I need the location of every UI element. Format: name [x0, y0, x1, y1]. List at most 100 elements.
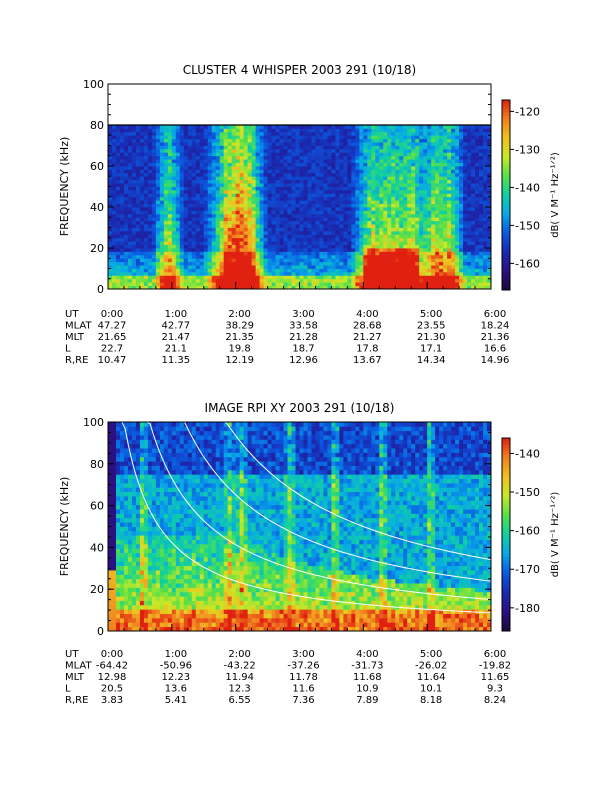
spectrogram-cell [119, 609, 125, 614]
spectrogram-cell [259, 138, 264, 143]
spectrogram-cell [299, 135, 304, 140]
spectrogram-cell [127, 183, 133, 187]
spectrogram-cell [115, 275, 121, 280]
spectrogram-cell [479, 169, 484, 174]
spectrogram-cell [108, 131, 113, 136]
spectrogram-cell [267, 196, 272, 201]
spectrogram-cell [139, 138, 145, 143]
spectrogram-cell [111, 265, 117, 269]
spectrogram-cell [207, 271, 213, 276]
spectrogram-cell [467, 148, 472, 153]
spectrogram-cell [131, 278, 137, 283]
spectrogram-cell [351, 128, 356, 133]
spectrogram-cell [419, 244, 424, 249]
spectrogram-cell [291, 254, 296, 259]
spectrogram-cell [187, 230, 193, 235]
spectrogram-cell [407, 224, 412, 228]
spectrogram-cell [207, 227, 213, 232]
spectrogram-cell [235, 179, 241, 184]
spectrogram-cell [479, 203, 484, 208]
spectrogram-cell [463, 193, 468, 198]
spectrogram-cell [179, 193, 185, 198]
spectrogram-cell [483, 142, 488, 146]
spectrogram-cell [371, 237, 376, 242]
spectrogram-cell [359, 275, 364, 280]
spectrogram-cell [279, 128, 284, 133]
spectrogram-cell [171, 227, 177, 232]
spectrogram-cell [215, 162, 221, 167]
spectrogram-cell [283, 220, 288, 225]
spectrogram-cell [143, 285, 149, 290]
spectrogram-cell [179, 265, 185, 269]
spectrogram-cell [463, 234, 468, 239]
spectrogram-cell [351, 196, 356, 201]
spectrogram-cell [459, 234, 464, 239]
spectrogram-cell [275, 278, 280, 283]
spectrogram-cell [175, 155, 181, 160]
spectrogram-cell [187, 200, 193, 204]
spectrogram-cell [463, 285, 468, 290]
spectrogram-cell [339, 169, 344, 174]
spectrogram-cell [427, 172, 432, 177]
spectrogram-cell [459, 254, 464, 259]
spectrogram-cell [143, 162, 149, 167]
spectrogram-cell [235, 271, 241, 276]
spectrogram-cell [439, 220, 444, 225]
spectrogram-cell [479, 278, 484, 283]
spectrogram-cell [119, 556, 125, 562]
spectrogram-cell [155, 176, 161, 181]
spectrogram-cell [447, 265, 452, 269]
spectrogram-cell [439, 227, 444, 232]
spectrogram-cell [175, 152, 181, 157]
spectrogram-cell [427, 176, 432, 181]
spectrogram-cell [403, 155, 408, 160]
spectrogram-cell [427, 142, 432, 146]
spectrogram-cell [191, 166, 197, 170]
spectrogram-cell [139, 207, 145, 211]
spectrogram-cell [359, 282, 364, 286]
spectrogram-cell [143, 125, 149, 129]
spectrogram-cell [327, 142, 332, 146]
spectrogram-cell [475, 237, 480, 242]
spectrogram-cell [443, 142, 448, 146]
spectrogram-cell [215, 186, 221, 191]
spectrogram-cell [371, 179, 376, 184]
spectrogram-cell [315, 148, 320, 153]
spectrogram-cell [167, 275, 173, 280]
spectrogram-cell [108, 159, 113, 163]
spectrogram-cell [403, 220, 408, 225]
spectrogram-cell [119, 491, 125, 497]
spectrogram-cell [239, 196, 245, 201]
spectrogram-cell [307, 278, 312, 283]
spectrogram-cell [439, 265, 444, 269]
spectrogram-cell [311, 142, 316, 146]
spectrogram-cell [231, 261, 237, 266]
spectrogram-cell [143, 268, 149, 273]
spectrogram-cell [399, 152, 404, 157]
spectrogram-cell [439, 213, 444, 218]
spectrogram-cell [263, 248, 268, 252]
colorbar-swatch [502, 179, 510, 183]
spectrogram-cell [139, 248, 145, 252]
spectrogram-cell [443, 162, 448, 167]
spectrogram-cell [195, 152, 201, 157]
spectrogram-cell [475, 254, 480, 259]
spectrogram-cell [387, 251, 392, 256]
colorbar-swatch [502, 264, 510, 269]
spectrogram-cell [487, 207, 492, 211]
spectrogram-cell [127, 148, 133, 153]
spectrogram-cell [111, 461, 117, 466]
spectrogram-cell [159, 258, 165, 263]
spectrogram-cell [223, 172, 229, 177]
spectrogram-cell [119, 138, 125, 143]
spectrogram-cell [355, 169, 360, 174]
spectrogram-cell [315, 145, 320, 150]
spectrogram-cell [459, 217, 464, 222]
spectrogram-cell [487, 220, 492, 225]
spectrogram-cell [247, 186, 253, 191]
spectrogram-cell [187, 207, 193, 211]
spectrogram-cell [411, 131, 416, 136]
spectrogram-cell [307, 213, 312, 218]
spectrogram-cell [419, 189, 424, 194]
spectrogram-cell [195, 275, 201, 280]
